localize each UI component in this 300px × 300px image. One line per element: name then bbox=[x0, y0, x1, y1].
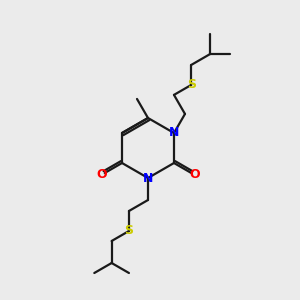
Text: S: S bbox=[187, 78, 196, 92]
Text: S: S bbox=[124, 224, 134, 238]
Text: O: O bbox=[190, 169, 200, 182]
Text: O: O bbox=[96, 169, 106, 182]
Text: N: N bbox=[143, 172, 153, 184]
Text: N: N bbox=[169, 127, 179, 140]
